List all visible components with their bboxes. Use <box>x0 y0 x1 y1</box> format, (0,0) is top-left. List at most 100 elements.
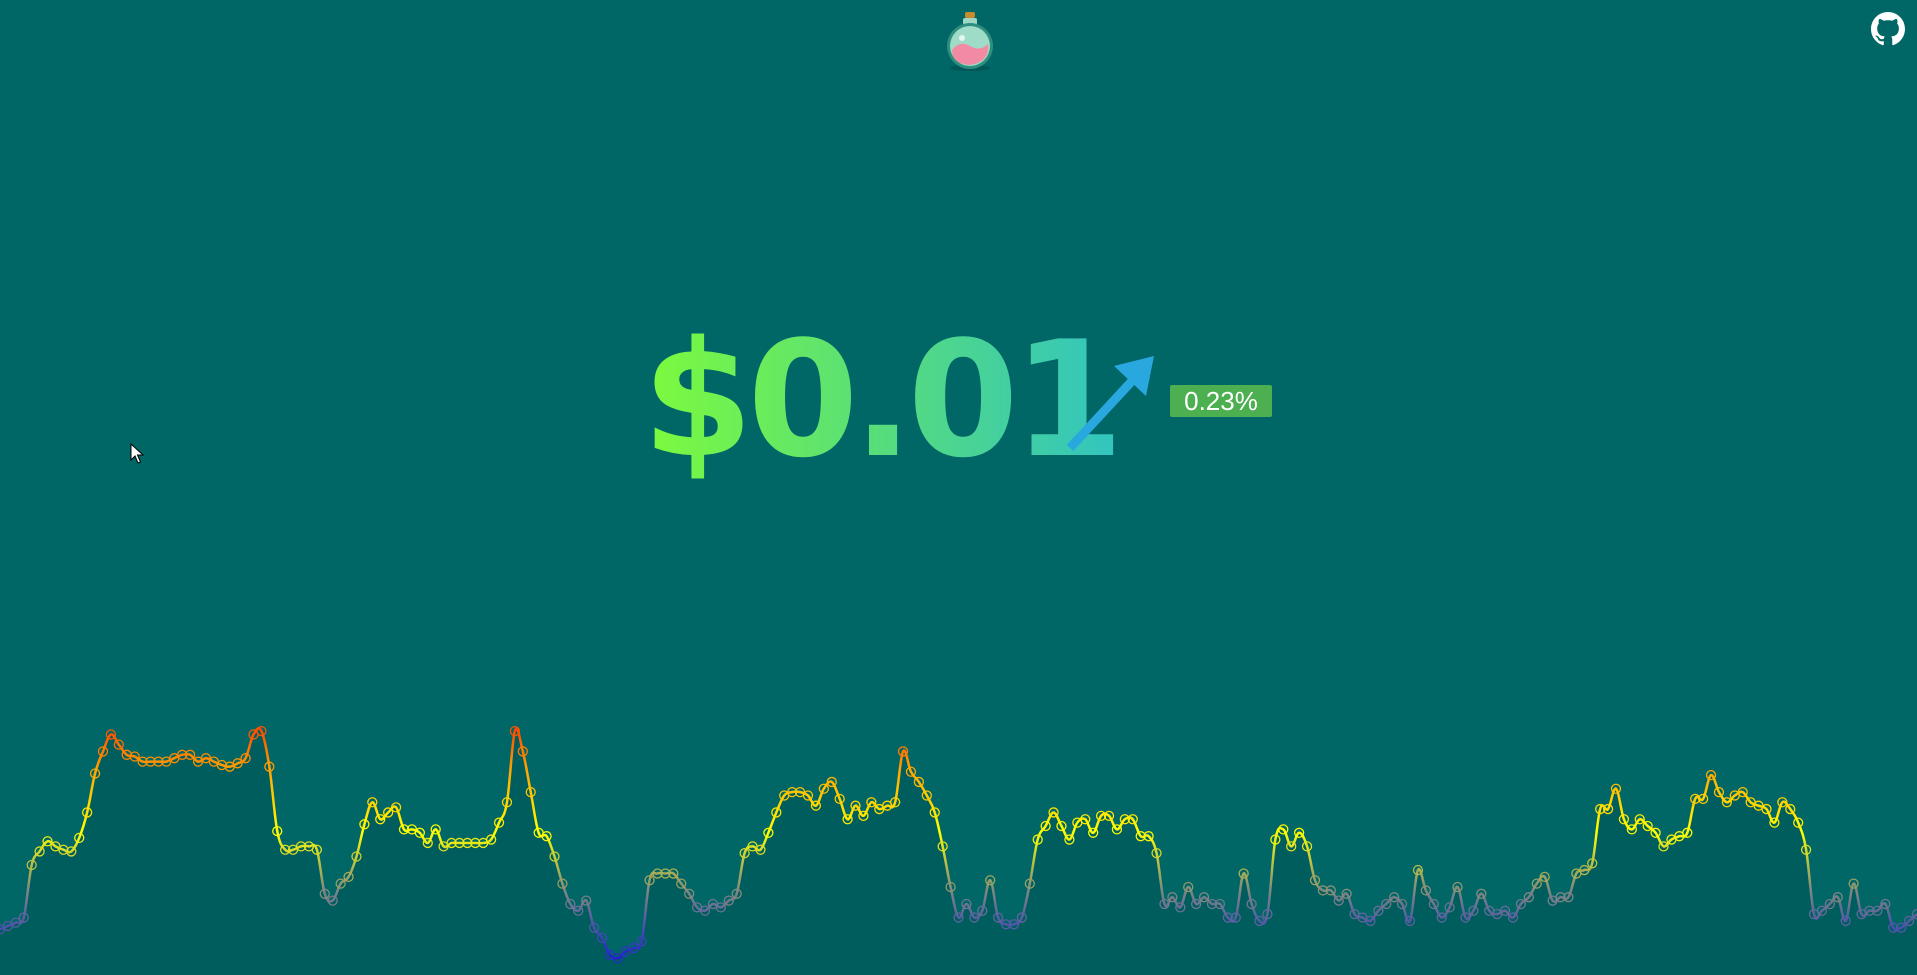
chart-point <box>1048 807 1059 818</box>
chart-point <box>723 895 734 906</box>
chart-point <box>977 905 988 916</box>
chart-point <box>1088 827 1099 838</box>
chart-point <box>1246 898 1257 910</box>
chart-point <box>612 953 624 964</box>
chart-point <box>731 888 742 899</box>
chart-point <box>905 766 917 777</box>
chart-point <box>177 749 188 760</box>
chart-point <box>97 746 109 757</box>
chart-point <box>1713 786 1725 798</box>
chart-point <box>375 814 386 825</box>
chart-point <box>1183 881 1194 893</box>
chart-point <box>636 936 647 947</box>
chart-point <box>1309 875 1321 886</box>
chart-point <box>1903 915 1915 927</box>
price-value: $0.01 <box>642 306 1124 493</box>
chart-point <box>1159 898 1170 910</box>
chart-point <box>1024 878 1035 889</box>
chart-point <box>1056 820 1067 832</box>
chart-point <box>1190 898 1202 910</box>
chart-point <box>1444 902 1455 913</box>
chart-point <box>1167 892 1178 903</box>
chart-point <box>739 847 750 859</box>
chart-point <box>311 844 323 855</box>
chart-point <box>1555 892 1566 903</box>
chart-point <box>913 776 925 788</box>
chart-point <box>1214 898 1226 910</box>
chart-point <box>1690 793 1701 805</box>
chart-point <box>454 837 465 849</box>
chart-point <box>802 790 814 801</box>
chart-point <box>390 802 402 813</box>
chart-point <box>676 878 687 889</box>
chart-point <box>501 797 513 808</box>
chart-point <box>1816 905 1828 916</box>
chart-point <box>398 824 410 835</box>
chart-point <box>1579 864 1590 876</box>
chart-point <box>153 756 164 767</box>
chart-point <box>1381 898 1392 910</box>
chart-point <box>929 807 940 818</box>
chart-point <box>1143 831 1154 842</box>
chart-point <box>1000 919 1012 930</box>
chart-point <box>596 932 608 944</box>
chart-point <box>541 831 552 842</box>
chart-point <box>1531 878 1542 889</box>
chart-point <box>937 841 948 852</box>
chart-point <box>493 817 505 828</box>
chart-point <box>1103 810 1115 821</box>
chart-point <box>1032 834 1043 845</box>
chart-point <box>74 832 85 844</box>
chart-point <box>1602 803 1614 815</box>
chart-point <box>557 878 568 889</box>
chart-point <box>145 756 156 767</box>
chart-point <box>1111 824 1123 835</box>
chart-point <box>26 859 37 871</box>
chart-point <box>414 827 425 838</box>
chart-point <box>787 786 798 798</box>
chart-point <box>66 846 77 857</box>
chart-point <box>1618 814 1630 825</box>
github-icon[interactable] <box>1871 12 1905 46</box>
chart-point <box>327 895 338 906</box>
chart-point <box>121 749 132 760</box>
chart-point <box>834 793 845 805</box>
chart-point <box>1206 898 1218 910</box>
price-history-chart <box>0 725 1917 975</box>
chart-point <box>684 888 695 899</box>
chart-point <box>264 761 275 772</box>
chart-point <box>1301 841 1313 852</box>
mouse-cursor-icon <box>130 443 144 464</box>
chart-point <box>1151 847 1162 859</box>
chart-point <box>1499 905 1511 916</box>
chart-point <box>351 851 362 862</box>
chart-point <box>1365 915 1376 927</box>
chart-point <box>1769 817 1780 828</box>
chart-point <box>1777 797 1788 808</box>
chart-point <box>1642 820 1653 832</box>
chart-point <box>113 739 124 750</box>
chart-point <box>470 837 481 849</box>
chart-series-line <box>0 727 1917 960</box>
chart-point <box>1563 892 1574 903</box>
chart-point <box>1872 905 1883 916</box>
chart-point <box>343 871 354 883</box>
chart-point <box>755 844 766 855</box>
chart-point <box>549 851 560 862</box>
chart-point <box>382 807 394 818</box>
chart-point <box>1404 915 1416 927</box>
chart-point <box>1198 892 1210 903</box>
chart-point <box>945 881 956 893</box>
chart-point <box>422 837 433 849</box>
chart-point <box>858 810 869 821</box>
chart-point <box>1436 912 1447 923</box>
chart-point <box>1539 871 1550 883</box>
chart-point <box>1737 786 1748 798</box>
chart-point <box>430 824 441 835</box>
chart-point <box>889 797 901 808</box>
chart-point <box>897 746 909 757</box>
chart-point <box>1515 898 1527 910</box>
chart-point <box>565 898 576 910</box>
chart-point <box>1626 824 1637 835</box>
chart-point <box>1222 912 1233 923</box>
